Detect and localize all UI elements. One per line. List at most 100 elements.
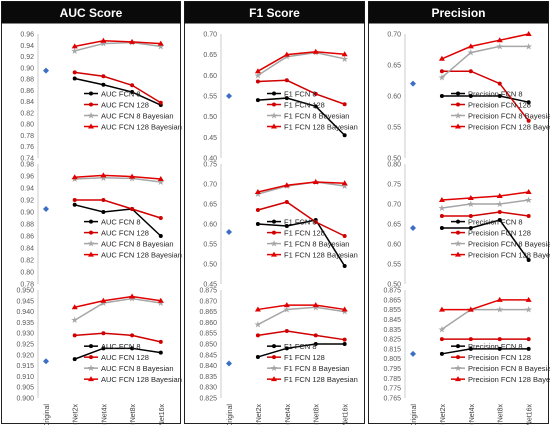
data-point: ★ [341,307,349,317]
data-point: ★ [467,199,475,209]
legend-label: Precision FCN 128 [468,353,531,362]
y-tick-label: 0.865 [199,309,217,316]
y-tick-label: 0.70 [387,32,401,39]
series-line [74,71,162,104]
series-line [257,181,345,193]
data-point [284,96,289,101]
data-point [101,210,106,214]
data-point [312,302,319,308]
y-tick-label: 0.930 [16,331,34,338]
data-point [272,344,276,349]
data-point [89,344,93,349]
y-tick-label: 0.765 [383,396,401,403]
legend-label: AUC FCN 128 [101,101,149,110]
data-point [157,40,164,46]
column-header-bg [1,1,181,24]
y-tick-label: 0.855 [383,307,401,314]
series-line [257,304,345,311]
data-point: ★ [270,239,278,249]
data-point [313,91,318,96]
x-tick-label: WiderNet8x [130,404,137,425]
y-tick-label: 0.900 [16,396,34,403]
y-tick-label: 0.70 [203,32,217,39]
legend-label: Precision FCN 8 Bayesian [468,240,550,249]
data-point: ★ [438,324,446,334]
data-point: ★ [254,70,262,80]
data-point [468,69,473,74]
series-line [74,295,161,309]
data-point [496,296,503,302]
data-point [72,198,77,202]
data-point [438,197,445,202]
data-point: ★ [438,203,446,213]
data-point: ★ [157,177,165,187]
column-title: AUC Score [60,6,123,20]
y-tick-label: 0.70 [387,202,401,209]
data-point [157,297,164,303]
original-point [410,350,416,357]
data-point [526,118,531,123]
data-point [89,355,93,360]
y-tick-label: 0.94 [20,186,34,193]
x-tick-label: WiderNet2x [256,404,263,425]
data-point [100,37,107,43]
original-point [226,93,232,99]
data-point [89,91,93,96]
data-point [284,329,289,334]
data-point [341,306,348,312]
y-tick-label: 0.65 [387,222,401,229]
series-line [74,41,161,52]
y-tick-label: 0.775 [383,386,401,393]
original-point [43,206,49,212]
y-tick-label: 0.90 [20,210,34,217]
data-point [467,43,474,49]
x-tick-label: WiderNet4x [469,404,476,425]
y-tick-label: 0.65 [203,202,217,209]
series-line [257,201,345,237]
line-chart-1-2: 0.825 0.830 0.835 0.840 0.845 0.850 0.855 0.860… [199,288,357,430]
data-point [130,346,135,351]
legend-label: F1 FCN 8 [284,218,317,227]
y-tick-label: 0.835 [199,374,217,381]
data-point [438,306,445,312]
y-tick-label: 0.84 [20,99,34,106]
data-point [88,251,94,257]
y-tick-label: 0.65 [387,63,401,70]
data-point [467,306,474,312]
series-line [257,97,346,136]
data-point [342,264,347,268]
data-point [72,333,77,338]
data-point [272,91,276,96]
data-point [254,306,261,312]
legend-label: F1 FCN 8 Bayesian [284,364,349,373]
data-point: ★ [454,363,462,373]
data-point [342,337,347,342]
original-point [43,67,49,74]
legend-label: Precision FCN 8 Bayesian [468,364,550,373]
legend-label: AUC FCN 8 [101,218,141,227]
x-tick-label: WiderNet16x [527,404,534,425]
y-tick-label: 0.910 [16,374,34,381]
data-point [72,357,77,362]
y-tick-label: 0.78 [20,133,34,140]
series-line [257,79,345,105]
legend-label: Precision FCN 128 [468,229,531,238]
data-point [101,74,106,79]
y-tick-label: 0.850 [199,342,217,349]
y-tick-label: 0.785 [383,376,401,383]
data-point [101,198,106,202]
data-point [88,123,94,129]
data-point [130,333,135,338]
data-point [439,94,444,98]
data-point [456,91,460,96]
data-point: ★ [71,46,79,56]
line-chart-2-0: 0.50 0.55 0.60 0.65 0.70 ★ ★ ★ ★ Precision FCN 8 P… [387,31,550,163]
y-tick-label: 0.92 [20,198,34,205]
data-point: ★ [270,363,278,373]
data-point: ★ [467,48,475,58]
legend-label: F1 FCN 8 Bayesian [284,240,349,249]
series-line [74,174,161,180]
data-point: ★ [341,54,349,64]
data-point [101,82,106,87]
y-tick-label: 0.80 [387,162,401,169]
